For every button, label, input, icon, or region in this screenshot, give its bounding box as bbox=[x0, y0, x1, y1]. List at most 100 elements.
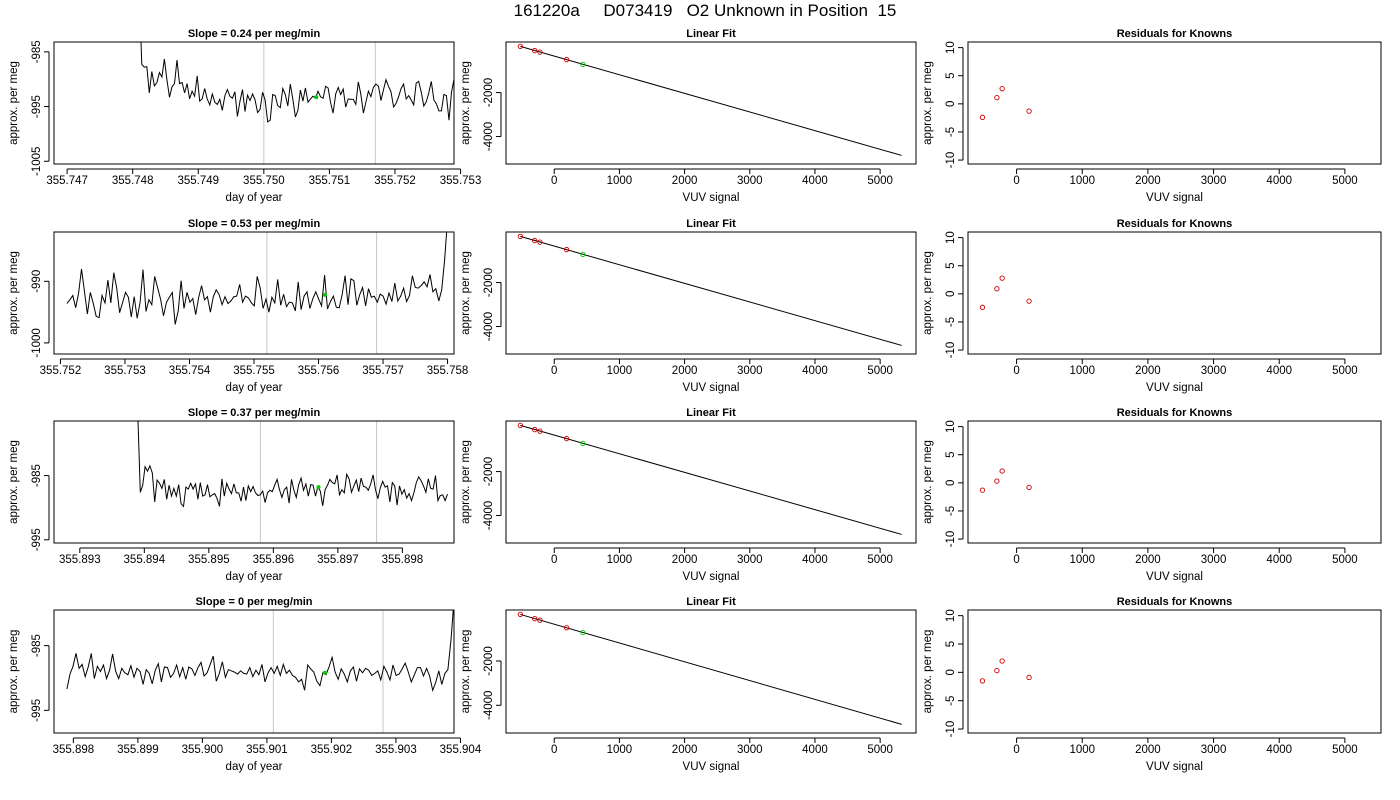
residual-point bbox=[994, 286, 1000, 292]
x-tick-label: 3000 bbox=[737, 554, 763, 566]
known-point bbox=[563, 625, 570, 631]
y-tick-label: -2000 bbox=[483, 268, 495, 297]
y-tick-label: -995 bbox=[31, 699, 43, 722]
series-line bbox=[66, 610, 454, 693]
y-tick-label: -2000 bbox=[483, 646, 495, 675]
x-axis-label: VUV signal bbox=[683, 382, 740, 394]
x-tick-label: 4000 bbox=[1266, 175, 1292, 187]
x-tick-label: 3000 bbox=[1201, 365, 1227, 377]
x-tick-label: 355.893 bbox=[59, 554, 101, 566]
y-tick-label: -4000 bbox=[483, 312, 495, 341]
known-point bbox=[563, 56, 570, 63]
x-tick-label: 355.898 bbox=[53, 744, 95, 756]
chart-title: Residuals for Knowns bbox=[1117, 218, 1233, 230]
x-tick-label: 4000 bbox=[802, 175, 828, 187]
unknown-point bbox=[580, 251, 586, 258]
x-tick-label: 355.896 bbox=[253, 554, 295, 566]
x-tick-label: 0 bbox=[551, 365, 557, 377]
y-axis-label: approx. per meg bbox=[922, 630, 934, 714]
chart-title: Slope = 0 per meg/min bbox=[195, 596, 312, 608]
chart-title: Residuals for Knowns bbox=[1117, 28, 1233, 40]
y-tick-label: -1000 bbox=[31, 328, 43, 357]
y-tick-label: -10 bbox=[945, 721, 957, 738]
y-tick-label: -4000 bbox=[483, 122, 495, 151]
x-axis-label: day of year bbox=[226, 761, 283, 773]
x-tick-label: 4000 bbox=[802, 744, 828, 756]
unknown-marker bbox=[316, 485, 321, 490]
y-tick-label: 0 bbox=[945, 101, 957, 107]
x-tick-label: 0 bbox=[1013, 554, 1019, 566]
known-point bbox=[517, 43, 523, 50]
plot-frame bbox=[505, 609, 917, 734]
x-tick-label: 1000 bbox=[607, 744, 633, 756]
x-tick-label: 3000 bbox=[737, 175, 763, 187]
x-tick-label: 355.747 bbox=[46, 175, 88, 187]
y-tick-label: 10 bbox=[945, 609, 957, 622]
x-tick-label: 2000 bbox=[1135, 554, 1161, 566]
chart-title: Residuals for Knowns bbox=[1117, 407, 1233, 419]
x-tick-label: 0 bbox=[551, 554, 557, 566]
y-tick-label: -2000 bbox=[483, 78, 495, 107]
known-point bbox=[537, 49, 543, 55]
x-tick-label: 355.753 bbox=[104, 365, 146, 377]
x-tick-label: 355.754 bbox=[169, 365, 211, 377]
chart-panel-5: Linear Fit 0 1000 2000 3000 4000 5000 VUV signa… bbox=[460, 218, 917, 394]
y-tick-label: 0 bbox=[945, 480, 957, 486]
unknown-marker bbox=[322, 670, 327, 675]
y-tick-label: 10 bbox=[945, 420, 957, 433]
x-tick-label: 3000 bbox=[737, 365, 763, 377]
y-axis-label: approx. per meg bbox=[8, 251, 20, 335]
residual-point bbox=[999, 468, 1005, 474]
chart-panel-2: Linear Fit 0 1000 2000 3000 4000 5000 VUV signa… bbox=[460, 28, 917, 204]
x-tick-label: 3000 bbox=[1201, 554, 1227, 566]
x-axis-label: VUV signal bbox=[1146, 382, 1203, 394]
x-tick-label: 4000 bbox=[1266, 744, 1292, 756]
x-tick-label: 355.900 bbox=[182, 744, 224, 756]
x-tick-label: 1000 bbox=[607, 175, 633, 187]
x-tick-label: 355.901 bbox=[246, 744, 288, 756]
x-tick-label: 2000 bbox=[1135, 365, 1161, 377]
x-tick-label: 1000 bbox=[607, 365, 633, 377]
x-tick-label: 3000 bbox=[1201, 175, 1227, 187]
plot-frame bbox=[967, 231, 1382, 355]
x-tick-label: 2000 bbox=[1135, 744, 1161, 756]
plot-frame bbox=[967, 609, 1382, 734]
x-tick-label: 355.752 bbox=[374, 175, 416, 187]
y-tick-label: -10 bbox=[945, 152, 957, 169]
x-tick-label: 5000 bbox=[1332, 554, 1358, 566]
x-tick-label: 5000 bbox=[867, 554, 893, 566]
unknown-point bbox=[580, 61, 586, 68]
y-tick-label: -995 bbox=[31, 95, 43, 118]
plot-frame bbox=[53, 231, 455, 355]
y-axis-label: approx. per meg bbox=[8, 630, 20, 714]
residual-point bbox=[979, 114, 986, 120]
x-tick-label: 355.750 bbox=[243, 175, 285, 187]
x-tick-label: 0 bbox=[1013, 175, 1019, 187]
x-tick-label: 355.894 bbox=[124, 554, 166, 566]
x-tick-label: 2000 bbox=[672, 554, 698, 566]
y-tick-label: -4000 bbox=[483, 501, 495, 530]
chart-title: Residuals for Knowns bbox=[1117, 596, 1233, 608]
residual-point bbox=[1026, 674, 1032, 681]
x-tick-label: 355.755 bbox=[233, 365, 275, 377]
x-tick-label: 2000 bbox=[672, 365, 698, 377]
y-axis-label: approx. per meg bbox=[922, 251, 934, 335]
residual-point bbox=[979, 304, 986, 310]
plot-frame bbox=[505, 420, 917, 544]
x-tick-label: 355.757 bbox=[362, 365, 404, 377]
residual-point bbox=[979, 678, 986, 684]
x-tick-label: 355.904 bbox=[440, 744, 482, 756]
x-tick-label: 355.753 bbox=[440, 175, 482, 187]
unknown-marker bbox=[322, 292, 327, 297]
y-tick-label: 5 bbox=[945, 641, 957, 647]
fit-line bbox=[520, 45, 902, 156]
x-tick-label: 1000 bbox=[1069, 554, 1095, 566]
x-axis-label: VUV signal bbox=[1146, 571, 1203, 583]
known-point bbox=[532, 615, 538, 622]
x-tick-label: 355.902 bbox=[311, 744, 353, 756]
y-tick-label: -5 bbox=[945, 696, 957, 706]
x-tick-label: 355.751 bbox=[309, 175, 351, 187]
chart-panel-8: Linear Fit 0 1000 2000 3000 4000 5000 VUV signa… bbox=[460, 407, 917, 583]
chart-title: Slope = 0.37 per meg/min bbox=[188, 407, 321, 419]
